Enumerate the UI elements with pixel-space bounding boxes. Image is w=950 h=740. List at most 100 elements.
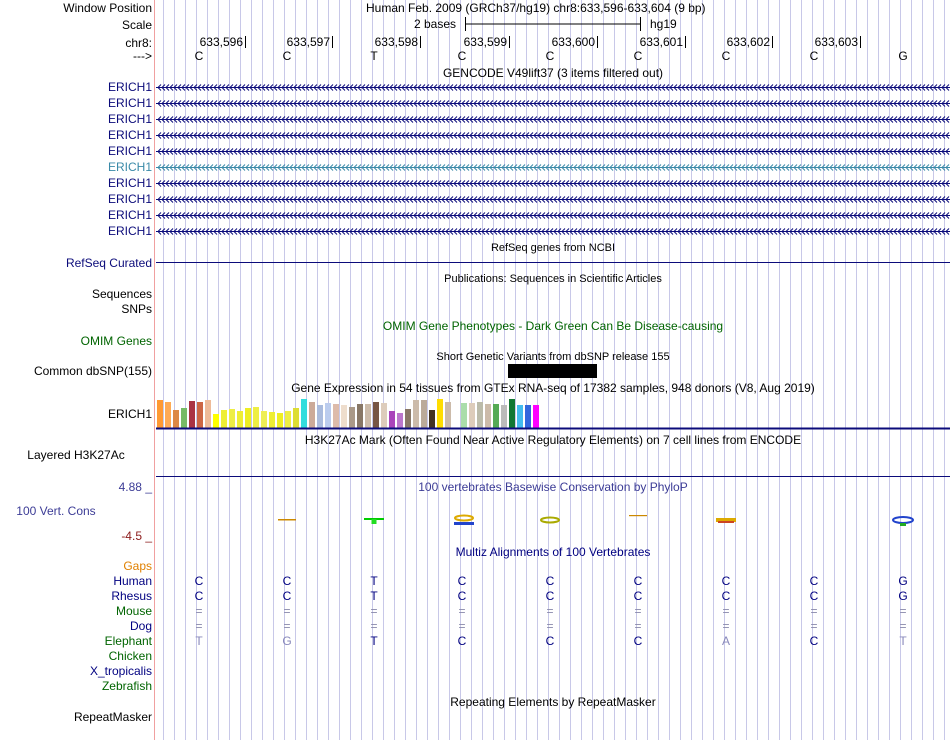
h3k27ac-track-label[interactable]: Layered H3K27Ac xyxy=(27,448,125,462)
phylop-track-title[interactable]: 100 vertebrates Basewise Conservation by… xyxy=(418,480,688,494)
gtex-tissue-bar[interactable] xyxy=(237,411,243,428)
chrom-position-label: 633,603 xyxy=(814,35,858,49)
multiz-species-label[interactable]: Chicken xyxy=(108,649,152,663)
gtex-tissue-bar[interactable] xyxy=(245,408,251,428)
multiz-species-label[interactable]: Elephant xyxy=(104,634,152,648)
gtex-tissue-bar[interactable] xyxy=(461,403,467,428)
multiz-species-label[interactable]: X_tropicalis xyxy=(89,664,152,678)
multiz-track-title[interactable]: Multiz Alignments of 100 Vertebrates xyxy=(455,545,651,559)
gtex-tissue-bar[interactable] xyxy=(373,402,379,428)
multiz-species-label[interactable]: Rhesus xyxy=(111,589,152,603)
multiz-species-label[interactable]: Dog xyxy=(129,619,152,633)
gtex-tissue-bar[interactable] xyxy=(397,413,403,428)
gtex-tissue-bar[interactable] xyxy=(477,402,483,428)
gtex-tissue-bar[interactable] xyxy=(357,404,363,428)
gencode-transcript-label[interactable]: ERICH1 xyxy=(107,160,152,174)
gtex-tissue-bar[interactable] xyxy=(261,411,267,428)
gtex-tissue-bar[interactable] xyxy=(309,402,315,428)
gencode-transcript-label[interactable]: ERICH1 xyxy=(107,96,152,110)
gtex-tissue-bar[interactable] xyxy=(469,403,475,428)
gtex-tissue-bar[interactable] xyxy=(325,403,331,428)
h3k27ac-track-title[interactable]: H3K27Ac Mark (Often Found Near Active Re… xyxy=(304,433,802,447)
gtex-tissue-bar[interactable] xyxy=(349,407,355,428)
gtex-tissue-bar[interactable] xyxy=(429,410,435,428)
gtex-track-title[interactable]: Gene Expression in 54 tissues from GTEx … xyxy=(291,381,815,395)
gtex-tissue-bar[interactable] xyxy=(445,402,451,428)
refseq-track-title[interactable]: RefSeq genes from NCBI xyxy=(490,242,616,254)
chrom-position-label: 633,600 xyxy=(551,35,595,49)
omim-track-title[interactable]: OMIM Gene Phenotypes - Dark Green Can Be… xyxy=(382,319,724,333)
gtex-tissue-bar[interactable] xyxy=(493,404,499,428)
gtex-tissue-bar[interactable] xyxy=(501,405,507,428)
gtex-tissue-bar[interactable] xyxy=(381,403,387,428)
publications-sequences-label[interactable]: Sequences xyxy=(91,287,152,301)
gencode-track-title[interactable]: GENCODE V49lift37 (3 items filtered out) xyxy=(442,66,664,80)
gtex-tissue-bar[interactable] xyxy=(205,400,211,428)
gencode-transcript-label[interactable]: ERICH1 xyxy=(107,192,152,206)
phylop-base-logo xyxy=(278,519,296,521)
gtex-tissue-bar[interactable] xyxy=(285,411,291,428)
gtex-tissue-bar[interactable] xyxy=(333,404,339,428)
chrom-position-label: 633,598 xyxy=(374,35,418,49)
gtex-tissue-bar[interactable] xyxy=(533,405,539,428)
repeatmasker-track-title[interactable]: Repeating Elements by RepeatMasker xyxy=(450,695,656,709)
dbsnp-track-title[interactable]: Short Genetic Variants from dbSNP releas… xyxy=(436,351,670,363)
gencode-transcript-label[interactable]: ERICH1 xyxy=(107,208,152,222)
chrom-position-label: 633,599 xyxy=(463,35,507,49)
gtex-tissue-bar[interactable] xyxy=(405,409,411,428)
gtex-gene-label[interactable]: ERICH1 xyxy=(107,407,152,421)
gtex-tissue-bar[interactable] xyxy=(277,413,283,428)
gtex-tissue-bar[interactable] xyxy=(301,399,307,428)
gtex-tissue-bar[interactable] xyxy=(221,410,227,428)
gtex-tissue-bar[interactable] xyxy=(413,400,419,428)
gtex-tissue-bar[interactable] xyxy=(365,404,371,428)
publications-track-title[interactable]: Publications: Sequences in Scientific Ar… xyxy=(444,273,662,285)
multiz-aligned-base: = xyxy=(458,619,466,633)
gaps-label[interactable]: Gaps xyxy=(123,559,152,573)
gtex-tissue-bar[interactable] xyxy=(229,409,235,428)
window-position-value: Human Feb. 2009 (GRCh37/hg19) chr8:633,5… xyxy=(366,1,706,15)
repeatmasker-track-label[interactable]: RepeatMasker xyxy=(73,710,152,724)
gtex-tissue-bar[interactable] xyxy=(213,414,219,428)
dbsnp-variant-block[interactable] xyxy=(508,364,597,378)
gencode-transcript-label[interactable]: ERICH1 xyxy=(107,144,152,158)
reference-base: C xyxy=(633,49,643,63)
gtex-tissue-bar[interactable] xyxy=(485,404,491,428)
phylop-track-label[interactable]: 100 Vert. Cons xyxy=(16,504,96,518)
multiz-aligned-base: C xyxy=(545,574,555,588)
gtex-tissue-bar[interactable] xyxy=(269,412,275,428)
gtex-tissue-bar[interactable] xyxy=(317,405,323,428)
dbsnp-track-label[interactable]: Common dbSNP(155) xyxy=(33,364,152,378)
gencode-transcript-label[interactable]: ERICH1 xyxy=(107,224,152,238)
publications-snps-label[interactable]: SNPs xyxy=(121,302,152,316)
gtex-tissue-bar[interactable] xyxy=(181,408,187,428)
multiz-aligned-base: C xyxy=(721,589,731,603)
gtex-tissue-bar[interactable] xyxy=(389,411,395,428)
gtex-tissue-bar[interactable] xyxy=(165,402,171,428)
multiz-species-label[interactable]: Human xyxy=(113,574,152,588)
gencode-transcript-label[interactable]: ERICH1 xyxy=(107,128,152,142)
multiz-species-label[interactable]: Mouse xyxy=(115,604,152,618)
gtex-tissue-bar[interactable] xyxy=(189,401,195,428)
gencode-transcript-label[interactable]: ERICH1 xyxy=(107,112,152,126)
phylop-base-logo xyxy=(454,514,474,522)
multiz-species-label[interactable]: Zebrafish xyxy=(101,679,152,693)
gtex-tissue-bar[interactable] xyxy=(157,400,163,428)
gtex-tissue-bar[interactable] xyxy=(437,399,443,428)
refseq-track-label[interactable]: RefSeq Curated xyxy=(65,256,152,270)
gtex-tissue-bar[interactable] xyxy=(173,410,179,428)
gtex-tissue-bar[interactable] xyxy=(509,399,515,428)
gtex-tissue-bar[interactable] xyxy=(253,407,259,428)
gtex-tissue-bar[interactable] xyxy=(421,400,427,428)
omim-track-label[interactable]: OMIM Genes xyxy=(80,334,152,348)
gtex-tissue-bar[interactable] xyxy=(341,405,347,428)
gtex-tissue-bar[interactable] xyxy=(517,405,523,428)
gencode-transcript-label[interactable]: ERICH1 xyxy=(107,176,152,190)
gtex-tissue-bar[interactable] xyxy=(525,405,531,428)
gtex-tissue-bar[interactable] xyxy=(453,413,459,428)
multiz-aligned-base: C xyxy=(457,634,467,648)
gencode-transcript-label[interactable]: ERICH1 xyxy=(107,80,152,94)
gtex-tissue-bar[interactable] xyxy=(293,408,299,428)
gtex-tissue-bar[interactable] xyxy=(197,402,203,428)
